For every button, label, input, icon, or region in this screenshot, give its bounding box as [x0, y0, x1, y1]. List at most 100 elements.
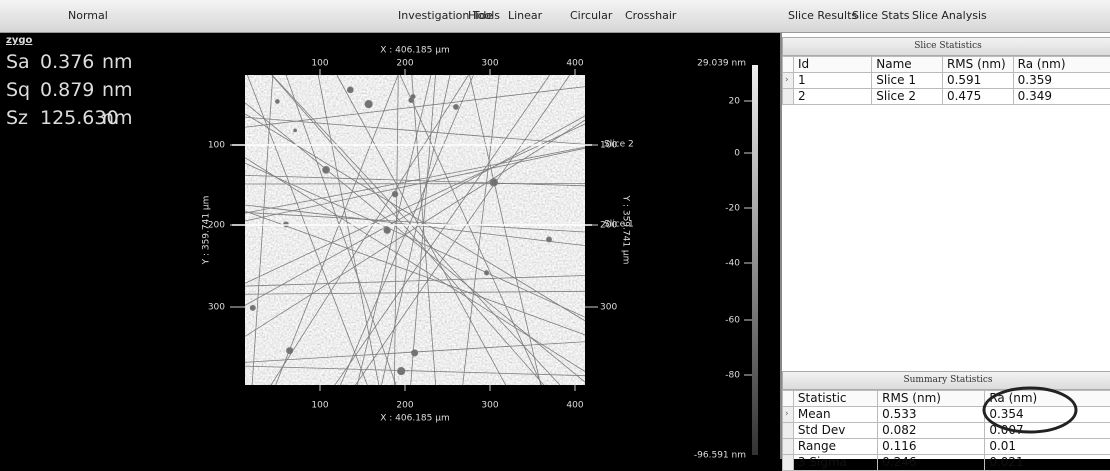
x-tick-label: 200	[396, 401, 413, 411]
toolbar-button[interactable]: Linear	[508, 9, 542, 22]
column-header: Ra (nm)	[1013, 57, 1110, 73]
table-cell: Std Dev	[793, 423, 877, 439]
table-cell: 0.082	[878, 423, 985, 439]
table-cell: 0.021	[985, 455, 1110, 471]
toolbar-button[interactable]: Normal	[68, 9, 108, 22]
row-marker	[783, 423, 794, 439]
slice-label: Slice 1	[604, 220, 634, 230]
scale-tick-label: -60	[725, 316, 740, 326]
pit	[490, 179, 498, 187]
x-tick-label: 400	[566, 401, 583, 411]
y-tick-label: 300	[208, 303, 225, 313]
table-cell: 0.116	[878, 439, 985, 455]
y-axis-label: Y : 359.741 µm	[202, 196, 212, 266]
table-cell: Slice 2	[872, 89, 943, 105]
scale-tick-label: -80	[725, 371, 740, 381]
color-bar	[752, 65, 758, 455]
row-marker: ›	[783, 407, 794, 423]
y-tick-label: 100	[208, 141, 225, 151]
table-cell: 0.246	[878, 455, 985, 471]
table-cell: 0.349	[1013, 89, 1110, 105]
x-tick-label: 300	[481, 401, 498, 411]
column-header: Statistic	[793, 391, 877, 407]
pit	[392, 191, 398, 197]
table-cell: 2	[793, 89, 871, 105]
column-header: Name	[872, 57, 943, 73]
column-header: Ra (nm)	[985, 391, 1110, 407]
pit	[347, 87, 353, 93]
table-cell: 0.591	[942, 73, 1013, 89]
pit	[287, 348, 293, 354]
scale-tick-label: 20	[729, 97, 741, 107]
x-tick-label: 300	[481, 59, 498, 69]
scale-tick-label: -40	[725, 259, 740, 269]
x-tick-label: 400	[566, 59, 583, 69]
table-title: Summary Statistics	[782, 371, 1110, 390]
row-marker	[783, 391, 794, 407]
metric-unit: nm	[102, 51, 133, 73]
toolbar-button[interactable]: Slice Analysis	[912, 9, 987, 22]
pit	[484, 271, 488, 275]
table-cell: 3 Sigma	[793, 455, 877, 471]
row-marker	[783, 57, 794, 73]
x-tick-label: 100	[311, 59, 328, 69]
pit	[398, 367, 405, 374]
pit	[384, 227, 391, 234]
pit	[409, 98, 414, 103]
row-marker	[783, 439, 794, 455]
row-marker: ›	[783, 73, 794, 89]
pit	[411, 350, 417, 356]
scale-tick-label: 0	[734, 149, 740, 159]
table-cell: 0.475	[942, 89, 1013, 105]
metric-label: Sq	[6, 79, 30, 101]
scale-tick-label: -20	[725, 204, 740, 214]
metric-unit: nm	[102, 79, 133, 101]
x-tick-label: 200	[396, 59, 413, 69]
table-cell: 0.533	[878, 407, 985, 423]
toolbar-button[interactable]: Slice Results	[788, 9, 857, 22]
table-cell: Range	[793, 439, 877, 455]
pit	[453, 104, 458, 109]
scale-max: 29.039 nm	[697, 59, 746, 69]
table-cell: Slice 1	[872, 73, 943, 89]
toolbar-button[interactable]: Hide	[468, 9, 493, 22]
y-tick-label: 300	[600, 303, 617, 313]
table-cell: 0.007	[985, 423, 1110, 439]
table-cell: Mean	[793, 407, 877, 423]
app-window: {"toolbar":{"items":["Normal","Investiga…	[0, 0, 1110, 459]
metric-value: 0.879	[40, 79, 94, 101]
metric-label: Sa	[6, 51, 30, 73]
toolbar-button[interactable]: Circular	[570, 9, 612, 22]
y-axis-label: Y : 359.741 µm	[621, 195, 631, 265]
column-header: RMS (nm)	[878, 391, 985, 407]
table-cell: 0.354	[985, 407, 1110, 423]
table-title: Slice Statistics	[782, 37, 1110, 56]
toolbar-button[interactable]: Slice Stats	[852, 9, 910, 22]
pit	[294, 129, 297, 132]
slice-label: Slice 2	[604, 140, 634, 150]
toolbar-button[interactable]: Crosshair	[625, 9, 676, 22]
pit	[275, 100, 279, 104]
table-cell: 0.01	[985, 439, 1110, 455]
metric-label: Sz	[6, 107, 28, 129]
row-marker	[783, 455, 794, 471]
x-axis-label: X : 406.185 µm	[380, 414, 450, 424]
row-marker	[783, 89, 794, 105]
pit	[546, 237, 551, 242]
metric-value: 0.376	[40, 51, 94, 73]
metric-unit: nm	[102, 107, 133, 129]
table-cell: 0.359	[1013, 73, 1110, 89]
pit	[250, 305, 255, 310]
